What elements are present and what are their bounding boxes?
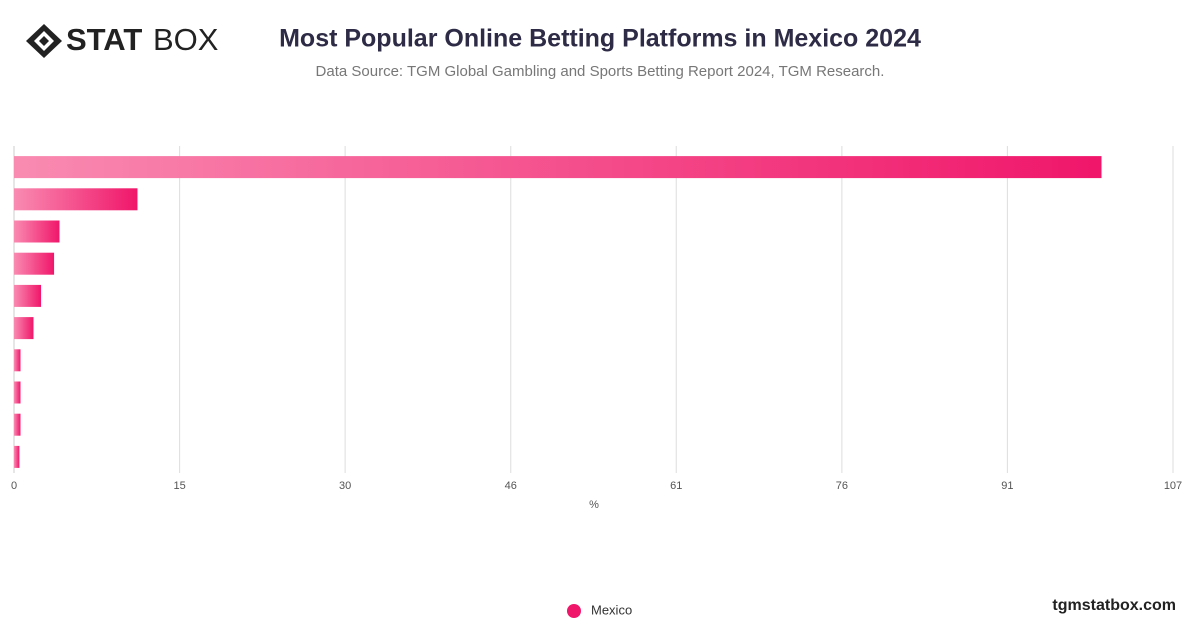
x-tick-label: 61 (670, 480, 682, 492)
x-axis-label: % (589, 499, 599, 511)
x-tick-label: 76 (836, 480, 848, 492)
x-tick-label: 46 (505, 480, 517, 492)
bar (14, 284, 42, 307)
bar (14, 220, 60, 243)
legend-label: Mexico (591, 602, 632, 617)
footer: tgmstatbox.com (1052, 597, 1176, 614)
x-tick-label: 91 (1001, 480, 1013, 492)
bar (14, 252, 55, 275)
logo: STAT BOX (26, 22, 219, 58)
bar (14, 381, 21, 404)
chart-title: Most Popular Online Betting Platforms in… (279, 25, 921, 53)
legend-marker (567, 604, 581, 618)
x-tick-label: 15 (173, 480, 185, 492)
chart-subtitle: Data Source: TGM Global Gambling and Spo… (316, 63, 885, 80)
bar (14, 317, 34, 340)
bar (14, 413, 21, 436)
x-tick-label: 0 (11, 480, 17, 492)
bar (14, 156, 1102, 179)
bar (14, 188, 138, 211)
bar (14, 349, 21, 372)
logo-bold: STAT (66, 22, 142, 57)
bar (14, 445, 20, 468)
logo-light: BOX (153, 22, 219, 57)
x-tick-label: 30 (339, 480, 351, 492)
x-tick-label: 107 (1164, 480, 1182, 492)
